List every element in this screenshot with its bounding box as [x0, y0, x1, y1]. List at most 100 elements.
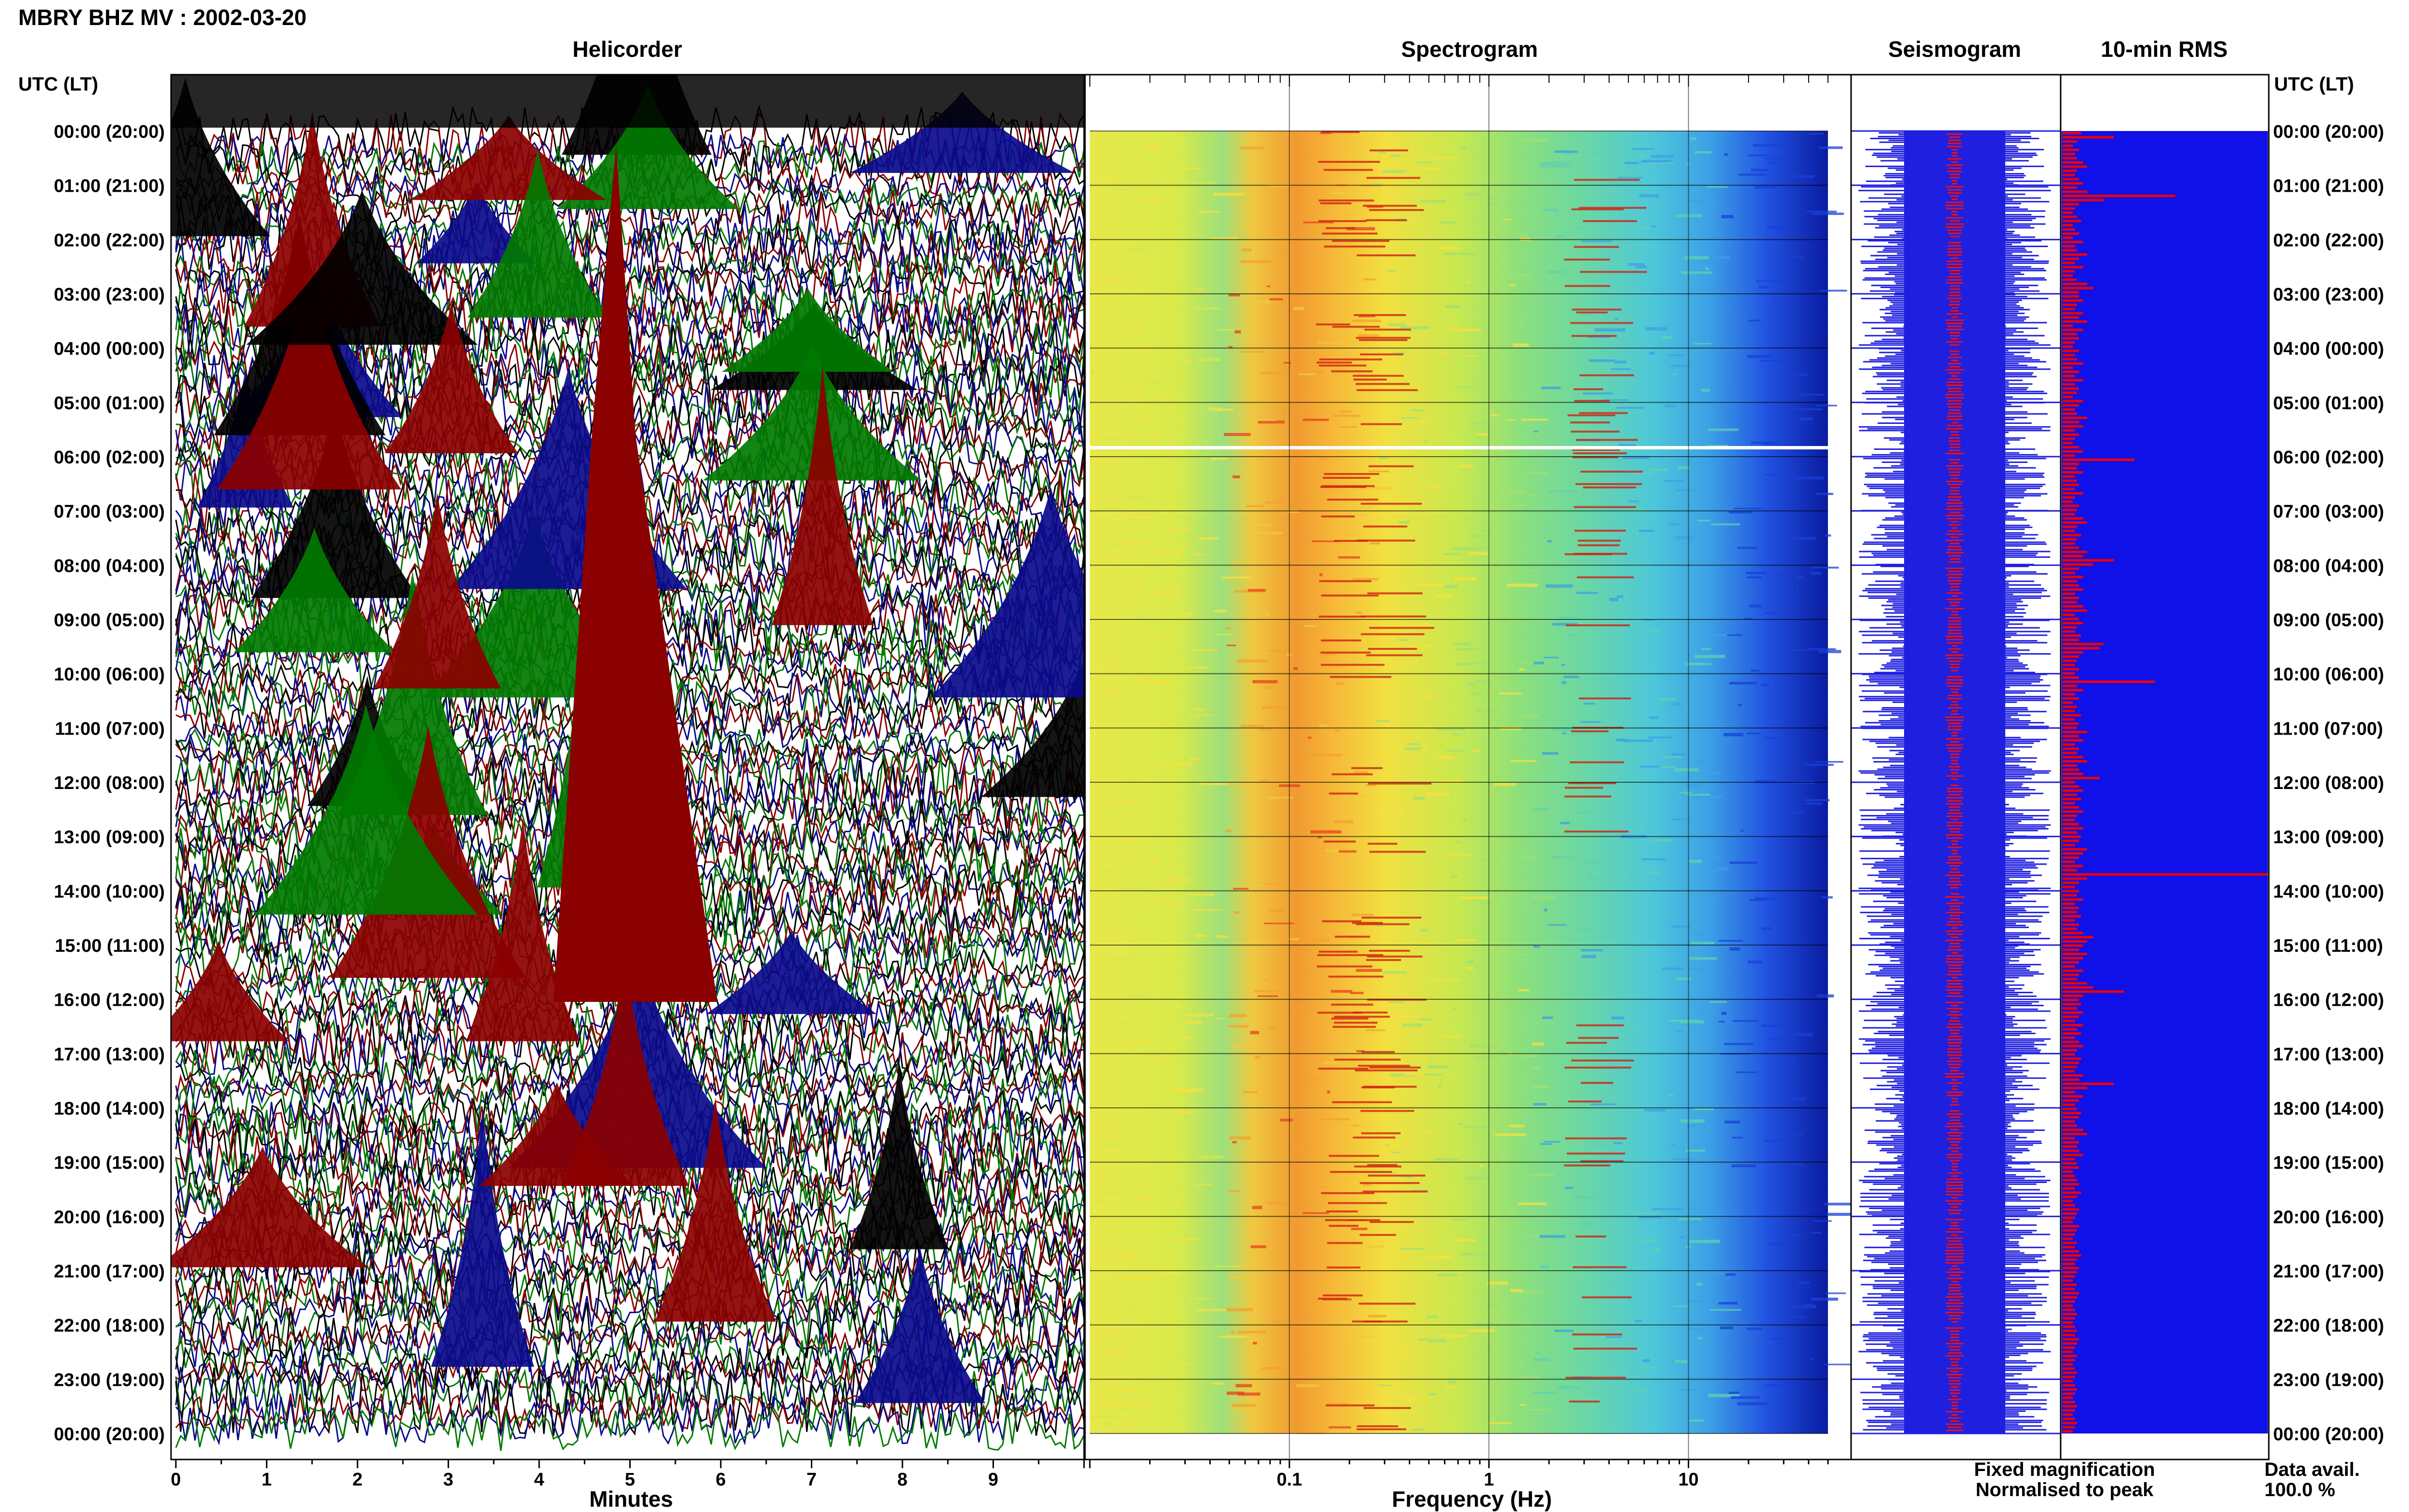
- spectrogram-peak: [1579, 207, 1647, 209]
- rms-bar: [2063, 1208, 2079, 1211]
- spectrogram-cell: [1221, 576, 1251, 579]
- rms-bar: [2063, 1103, 2075, 1106]
- spectrogram-cell: [1358, 316, 1376, 317]
- spectrogram-peak: [1369, 209, 1424, 211]
- spectrogram-cell: [1503, 1118, 1519, 1122]
- spectrogram-cell: [1125, 388, 1148, 391]
- spectrogram-cell: [1193, 553, 1203, 555]
- rms-bar: [2063, 1179, 2077, 1182]
- spectrogram-cell: [1811, 1297, 1839, 1301]
- rms-bar: [2063, 843, 2075, 847]
- rms-bar: [2063, 161, 2083, 164]
- time-label-right: 20:00 (16:00): [2273, 1207, 2384, 1227]
- spectrogram-peak: [1351, 767, 1383, 769]
- spectrogram-cell: [1733, 1020, 1759, 1022]
- rms-bar: [2063, 1417, 2075, 1420]
- spectrogram-cell: [1701, 772, 1720, 775]
- rms-bar: [2063, 412, 2077, 415]
- spectrogram-cell: [1198, 210, 1220, 213]
- spectrogram-cell: [1811, 1232, 1821, 1234]
- spectrogram-peak: [1574, 506, 1636, 508]
- rms-bar: [2063, 580, 2077, 583]
- spectrogram-cell: [1789, 175, 1815, 178]
- spectrogram-cell: [1412, 1428, 1424, 1431]
- spectrogram-cell: [1641, 858, 1666, 860]
- legend-normalised-to-peak: Normalised to peak: [1975, 1479, 2154, 1500]
- spectrogram-cell: [1157, 720, 1166, 723]
- spectrogram-cell: [1697, 519, 1710, 522]
- spectrogram-cell: [1311, 753, 1343, 757]
- spectrogram-cell: [1728, 1392, 1739, 1394]
- spectrogram-cell: [1237, 659, 1268, 663]
- spectrogram-cell: [1494, 490, 1525, 494]
- rms-bar: [2063, 1409, 2075, 1412]
- spectrogram-cell: [1107, 1161, 1112, 1165]
- spectrogram-peak: [1579, 697, 1631, 699]
- spectrogram-cell: [1731, 1396, 1760, 1399]
- time-label-right: 22:00 (18:00): [2273, 1316, 2384, 1336]
- seismogram-panel: [1850, 74, 2062, 1460]
- spectrogram-peak: [1576, 1024, 1624, 1026]
- spectrogram-peak: [1318, 1067, 1368, 1070]
- rms-bar: [2063, 299, 2083, 302]
- spectrogram-cell: [1518, 234, 1528, 237]
- spectrogram-peak: [1363, 1320, 1408, 1323]
- spectrogram-cell: [1460, 1253, 1489, 1256]
- spectrogram-cell: [1455, 648, 1480, 651]
- spectrogram-cell: [1419, 929, 1429, 932]
- spectrogram-cell: [1224, 783, 1251, 785]
- helicorder-event: [849, 1062, 949, 1249]
- spectrogram-cell: [1368, 470, 1389, 473]
- rms-bar: [2063, 1275, 2075, 1278]
- spectrogram-cell: [1104, 1144, 1123, 1148]
- rms-bar: [2063, 408, 2075, 411]
- spectrogram-cell: [1352, 319, 1381, 322]
- spectrogram-peak: [1316, 965, 1373, 968]
- spectrogram-cell: [1616, 738, 1628, 742]
- spectrogram-cell: [1729, 861, 1758, 864]
- spectrogram-peak: [1367, 1164, 1398, 1166]
- time-axis-label-right: UTC (LT): [2274, 74, 2354, 95]
- spectrogram-cell: [1252, 1206, 1262, 1210]
- spectrogram-cell: [1284, 362, 1291, 364]
- time-label-right: 02:00 (22:00): [2273, 230, 2384, 250]
- spectrogram-cell: [1184, 360, 1192, 363]
- spectrogram-cell: [1724, 1120, 1740, 1124]
- spectrogram-peak: [1326, 1266, 1361, 1269]
- time-label-right: 04:00 (00:00): [2273, 339, 2384, 359]
- spectrogram-cell: [1217, 408, 1233, 411]
- rms-bar: [2063, 169, 2077, 172]
- spectrogram-cell: [1320, 1118, 1350, 1120]
- rms-bar: [2063, 1288, 2075, 1290]
- spectrogram-cell: [1810, 572, 1822, 575]
- spectrogram-cell: [1765, 1384, 1791, 1387]
- spectrogram-cell: [1805, 802, 1823, 805]
- rms-bar: [2063, 404, 2079, 407]
- spectrogram-cell: [1539, 1265, 1550, 1269]
- spectrogram-cell: [1254, 990, 1279, 993]
- rms-bar: [2063, 1225, 2079, 1228]
- spectrogram-cell: [1746, 1328, 1762, 1330]
- spectrogram-cell: [1302, 419, 1329, 421]
- spectrogram-peak: [1571, 208, 1624, 210]
- time-label-right: 01:00 (21:00): [2273, 176, 2384, 197]
- rms-bar: [2063, 479, 2077, 482]
- spectrogram-cell: [1575, 1196, 1601, 1199]
- spectrogram-cell: [1233, 911, 1240, 914]
- spectrogram-cell: [1123, 690, 1126, 692]
- spectrogram-cell: [1127, 329, 1143, 332]
- spectrogram-peak: [1579, 412, 1628, 414]
- spectrogram-cell: [1124, 408, 1133, 411]
- spectrogram-cell: [1213, 192, 1244, 196]
- spectrogram-cell: [1676, 1031, 1683, 1033]
- spectrogram-cell: [1459, 464, 1473, 468]
- rms-bar: [2063, 370, 2079, 373]
- spectrogram-cell: [1434, 1158, 1459, 1161]
- spectrogram-cell: [1422, 1131, 1436, 1134]
- spectrogram-cell: [1280, 1118, 1293, 1122]
- spectrogram-peak: [1355, 383, 1410, 385]
- spectrogram-cell: [1424, 1073, 1443, 1076]
- spectrogram-peak: [1369, 851, 1426, 853]
- rms-bar: [2063, 994, 2083, 998]
- spectrogram-cell: [1611, 368, 1631, 370]
